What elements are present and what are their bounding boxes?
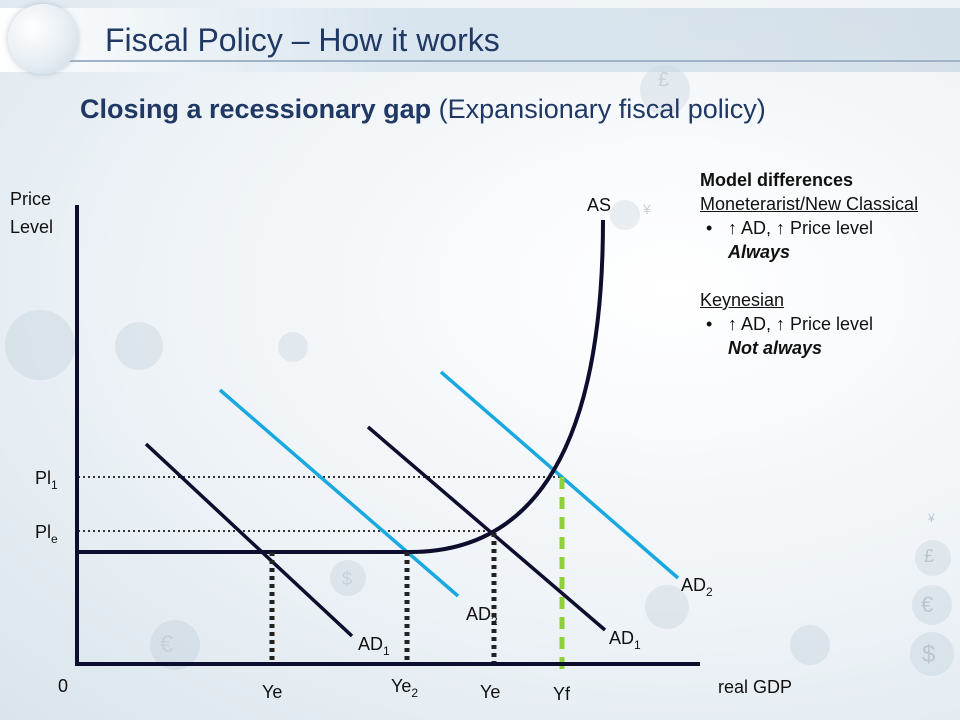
decor-circle: [278, 332, 308, 362]
decor-circle: [150, 620, 200, 670]
pl1-subscript: 1: [51, 478, 58, 492]
left-ad1-curve: [144, 442, 354, 638]
notes-school2: Keynesian: [700, 290, 785, 310]
right-ad1-curve: [366, 425, 607, 632]
left-ad2-subscript: 2: [491, 614, 498, 628]
right-ad1-subscript: 1: [634, 638, 641, 652]
ple-text: Pl: [35, 522, 51, 542]
notes-school1-emph: Always: [728, 242, 791, 262]
ye2-text: Ye: [391, 676, 411, 696]
ye-left-label: Ye: [262, 682, 282, 702]
left-ad2-text: AD: [466, 604, 491, 624]
notes-heading: Model differences: [700, 170, 854, 190]
decor-circle: [610, 200, 640, 230]
right-ad2-curve: [439, 370, 680, 580]
decor-circle: [330, 560, 366, 596]
ple-label: Ple: [35, 522, 58, 546]
right-ad1-text: AD: [609, 628, 634, 648]
origin-label: 0: [58, 676, 68, 696]
x-axis-label: real GDP: [718, 677, 792, 697]
right-ad1-label: AD1: [609, 628, 641, 652]
notes-school1: Moneterarist/New Classical: [700, 194, 919, 214]
notes-school2-emph: Not always: [728, 338, 823, 358]
ple-subscript: e: [51, 532, 58, 546]
decor-circle: [115, 322, 163, 370]
header-divider: [60, 60, 960, 62]
notes-school2-point: ↑ AD, ↑ Price level: [700, 312, 950, 336]
dollar-icon: $: [342, 569, 352, 589]
page-title: Fiscal Policy – How it works: [105, 22, 500, 58]
right-ad2-text: AD: [681, 575, 706, 595]
yen-icon: ¥: [927, 511, 935, 525]
model-differences-panel: Model differences Moneterarist/New Class…: [700, 168, 950, 360]
right-ad2-label: AD2: [681, 575, 713, 599]
ye2-subscript: 2: [411, 686, 418, 700]
as-curve: [78, 219, 605, 554]
pl1-text: Pl: [35, 468, 51, 488]
left-ad1-subscript: 1: [383, 644, 390, 658]
decor-circle: [912, 585, 952, 625]
left-ad2-label: AD2: [466, 604, 498, 628]
right-ad2-subscript: 2: [706, 585, 713, 599]
decor-circle: [645, 585, 689, 629]
decor-circle: [5, 310, 75, 380]
subtitle-bold: Closing a recessionary gap: [80, 94, 432, 124]
left-ad2-curve: [218, 388, 460, 598]
dollar-icon: $: [922, 641, 935, 668]
page-subtitle: Closing a recessionary gap (Expansionary…: [80, 94, 766, 125]
pound-icon: £: [658, 69, 669, 91]
left-ad1-text: AD: [358, 634, 383, 654]
euro-icon: €: [160, 631, 174, 658]
yf-label: Yf: [553, 684, 571, 704]
as-label: AS: [587, 195, 611, 215]
y-axis-label-line2: Level: [10, 217, 53, 237]
decor-circle: [640, 65, 690, 115]
subtitle-rest: (Expansionary fiscal policy): [431, 94, 766, 124]
euro-icon: €: [921, 592, 933, 617]
left-ad1-label: AD1: [358, 634, 390, 658]
logo-circle: [8, 4, 78, 74]
ye-right-label: Ye: [480, 682, 500, 702]
yen-icon: ¥: [642, 201, 651, 217]
y-axis-label-line1: Price: [10, 189, 51, 209]
pl1-label: Pl1: [35, 468, 58, 492]
notes-school1-point: ↑ AD, ↑ Price level: [700, 216, 950, 240]
decor-circle: [915, 540, 951, 576]
decor-circle: [910, 632, 954, 676]
decor-circle: [790, 625, 830, 665]
pound-icon: £: [924, 546, 934, 566]
ye2-label: Ye2: [391, 676, 418, 700]
